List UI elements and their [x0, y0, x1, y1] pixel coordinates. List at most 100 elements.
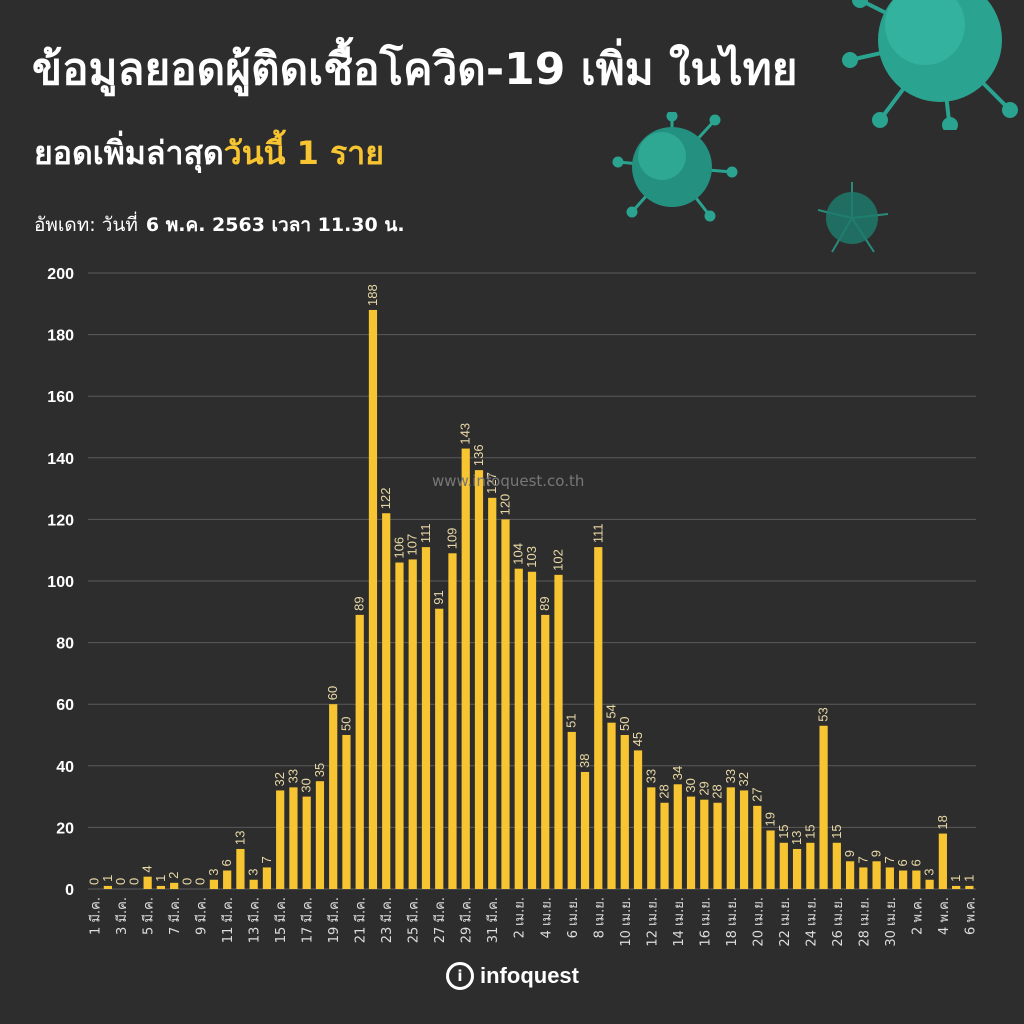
x-tick-label: 4 พ.ค.	[937, 897, 952, 935]
bar	[408, 559, 417, 889]
virus-icon	[612, 112, 738, 222]
y-tick-label: 180	[47, 328, 74, 345]
virus-icon	[842, 0, 1018, 130]
x-tick-label: 29 มี.ค.	[459, 897, 475, 943]
bar	[289, 787, 298, 889]
data-label: 188	[365, 284, 380, 306]
bar	[952, 885, 961, 889]
data-label: 6	[908, 859, 923, 866]
x-tick-label: 6 เม.ย.	[566, 897, 581, 938]
bar	[753, 805, 762, 889]
bar	[594, 547, 603, 889]
data-label: 29	[696, 781, 711, 795]
bar	[925, 879, 934, 889]
data-label: 28	[657, 784, 672, 798]
latest-increase-value: วันนี้ 1 ราย	[223, 134, 384, 172]
bar	[739, 790, 749, 889]
bar	[368, 309, 378, 890]
bar	[872, 861, 881, 889]
data-label: 102	[551, 549, 566, 571]
bar	[209, 879, 219, 889]
data-label: 106	[391, 537, 406, 559]
x-tick-label: 26 เม.ย.	[831, 897, 846, 947]
data-label: 7	[855, 856, 870, 863]
data-label: 34	[670, 766, 685, 780]
data-label: 111	[590, 523, 605, 543]
x-tick-label: 9 มี.ค.	[194, 897, 210, 935]
data-label: 127	[484, 472, 499, 494]
data-label: 9	[869, 850, 884, 857]
data-label: 104	[511, 543, 526, 565]
data-label: 1	[153, 875, 168, 882]
bar	[567, 731, 576, 889]
x-tick-label: 12 เม.ย.	[645, 897, 660, 947]
bar	[249, 879, 258, 889]
data-label: 15	[802, 824, 817, 838]
bar	[647, 787, 656, 889]
data-label: 50	[338, 717, 353, 731]
bar	[885, 867, 894, 889]
data-label: 60	[325, 686, 340, 700]
data-label: 38	[577, 753, 592, 767]
update-label: อัพเดท: วันที่	[34, 214, 138, 236]
y-tick-label: 40	[56, 759, 74, 776]
data-label: 33	[285, 769, 300, 783]
x-tick-label: 19 มี.ค.	[326, 897, 342, 943]
bar	[382, 513, 391, 889]
data-label: 53	[816, 707, 831, 721]
bar	[726, 787, 735, 889]
bar	[527, 571, 537, 889]
data-label: 13	[232, 830, 247, 844]
x-tick-label: 18 เม.ย.	[725, 897, 740, 947]
data-label: 143	[458, 423, 473, 445]
bar	[792, 848, 802, 889]
update-timestamp: 6 พ.ค. 2563 เวลา 11.30 น.	[145, 214, 405, 236]
x-tick-label: 25 มี.ค.	[406, 897, 422, 943]
bar	[713, 802, 722, 889]
bar	[832, 842, 841, 889]
x-tick-label: 22 เม.ย.	[778, 897, 793, 947]
data-label: 91	[431, 590, 446, 604]
x-tick-label: 23 มี.ค.	[379, 897, 395, 943]
x-tick-label: 4 เม.ย.	[539, 897, 554, 938]
bar	[302, 796, 311, 889]
data-label: 9	[842, 850, 857, 857]
bar	[421, 547, 431, 889]
bar	[607, 722, 616, 889]
bar	[580, 771, 590, 889]
bar	[276, 790, 285, 889]
data-label: 30	[299, 778, 314, 792]
data-label: 107	[405, 534, 420, 556]
data-label: 0	[193, 878, 208, 885]
data-label: 111	[418, 523, 433, 543]
x-tick-label: 2 เม.ย.	[513, 897, 528, 938]
bar	[686, 796, 696, 889]
bar	[620, 735, 629, 889]
bar	[912, 870, 921, 889]
x-tick-label: 28 เม.ย.	[857, 897, 872, 947]
data-label: 33	[723, 769, 738, 783]
x-tick-label: 2 พ.ค.	[910, 897, 925, 935]
bar	[845, 861, 855, 889]
x-tick-label: 31 มี.ค.	[485, 897, 501, 943]
bar	[554, 574, 563, 889]
data-label: 120	[497, 494, 512, 516]
x-tick-label: 20 เม.ย.	[751, 897, 766, 947]
data-label: 51	[564, 713, 579, 727]
data-label: 35	[312, 763, 327, 777]
bar	[395, 562, 404, 889]
x-tick-label: 8 เม.ย.	[592, 897, 607, 938]
data-label: 4	[140, 865, 155, 872]
watermark: www.infoquest.co.th	[432, 472, 585, 490]
bar	[488, 497, 497, 889]
infoquest-logo: i infoquest	[446, 962, 579, 990]
data-label: 19	[763, 812, 778, 826]
bar	[236, 848, 245, 889]
bar	[223, 870, 232, 889]
x-tick-label: 5 มี.ค.	[141, 897, 157, 935]
data-label: 33	[643, 769, 658, 783]
y-tick-label: 200	[47, 266, 74, 283]
data-label: 32	[736, 772, 751, 786]
y-tick-label: 60	[56, 697, 74, 714]
